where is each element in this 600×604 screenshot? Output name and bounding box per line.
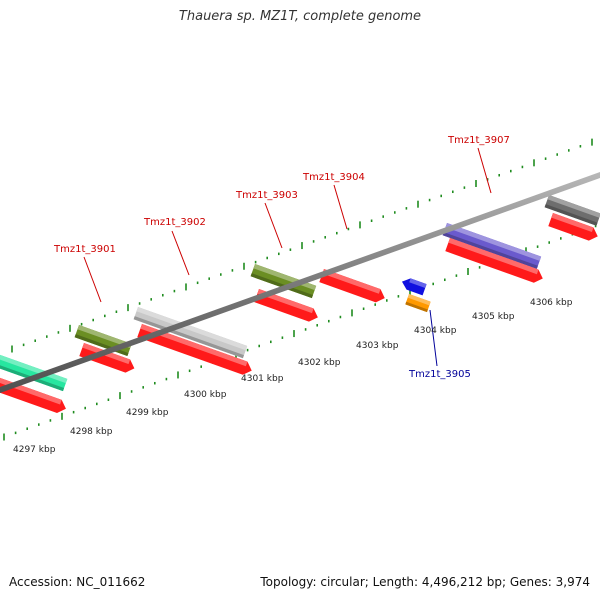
genome-title: Thauera sp. MZ1T, complete genome bbox=[178, 9, 422, 24]
gene-label[interactable]: Tmz1t_3907 bbox=[447, 135, 510, 146]
feature-box-light-gray bbox=[133, 307, 248, 359]
gene-label[interactable]: Tmz1t_3902 bbox=[143, 217, 206, 228]
scale-label: 4302 kbp bbox=[298, 358, 341, 368]
cds-arrow-forward bbox=[319, 269, 385, 303]
feature-box-orange bbox=[405, 294, 431, 313]
genome-summary-text: Topology: circular; Length: 4,496,212 bp… bbox=[260, 575, 590, 589]
scale-label: 4298 kbp bbox=[70, 427, 113, 437]
scale-label: 4297 kbp bbox=[13, 445, 56, 455]
gene-label[interactable]: Tmz1t_3905 bbox=[408, 369, 471, 380]
gene-label-pointer bbox=[264, 202, 283, 249]
gene-label-pointer bbox=[171, 230, 190, 276]
genome-backbone bbox=[0, 172, 600, 393]
cds-arrow-forward bbox=[445, 238, 543, 283]
scale-label: 4300 kbp bbox=[184, 390, 227, 400]
feature-box-light-gray-highlight bbox=[136, 307, 248, 351]
cds-arrow-forward bbox=[137, 324, 252, 375]
feature-box-orange-highlight bbox=[407, 294, 431, 306]
feature-box-dark-gray-highlight bbox=[547, 195, 600, 218]
feature-box-light-gray-shadow bbox=[133, 316, 244, 359]
scale-label: 4301 kbp bbox=[241, 374, 284, 384]
labels: 4297 kbp 4298 kbp 4299 kbp 4300 kbp 4301 kbp… bbox=[13, 135, 573, 455]
feature-box-olive-highlight bbox=[77, 325, 132, 349]
scale-label: 4303 kbp bbox=[356, 341, 399, 351]
cds-arrow-reverse-highlight bbox=[409, 278, 427, 289]
feature-box-purple bbox=[442, 223, 542, 269]
feature-box-dark-gray bbox=[544, 195, 600, 226]
gene-label-pointer bbox=[333, 184, 348, 230]
outer-tick-track bbox=[11, 138, 593, 353]
feature-track bbox=[0, 195, 600, 414]
gene-label[interactable]: Tmz1t_3901 bbox=[53, 244, 116, 255]
backbone-line bbox=[0, 172, 600, 393]
gene-label[interactable]: Tmz1t_3903 bbox=[235, 190, 298, 201]
feature-box-purple-shadow bbox=[442, 232, 538, 269]
cds-arrow-forward-highlight bbox=[0, 375, 62, 405]
scale-label: 4306 kbp bbox=[530, 298, 573, 308]
scale-label: 4304 kbp bbox=[414, 326, 457, 336]
feature-box-orange-shadow bbox=[405, 301, 428, 313]
gene-label-pointer bbox=[83, 256, 102, 303]
cds-arrow-forward-highlight bbox=[322, 269, 381, 294]
cds-arrow-forward-highlight bbox=[551, 213, 594, 233]
feature-box-teal-shadow bbox=[0, 361, 65, 392]
cds-arrow-forward-highlight bbox=[448, 238, 539, 275]
gene-label[interactable]: Tmz1t_3904 bbox=[302, 172, 365, 183]
feature-box-dark-gray-shadow bbox=[544, 204, 598, 226]
gene-label-pointer bbox=[429, 309, 438, 367]
feature-box-olive-shadow bbox=[250, 273, 313, 299]
label-pointers bbox=[83, 147, 492, 367]
feature-box-purple-highlight bbox=[445, 223, 542, 261]
cds-arrow-reverse bbox=[401, 278, 427, 296]
cds-arrow-forward-highlight bbox=[140, 324, 248, 367]
scale-label: 4299 kbp bbox=[126, 408, 169, 418]
scale-label: 4305 kbp bbox=[472, 312, 515, 322]
cds-arrow-forward bbox=[548, 213, 598, 241]
accession-text: Accession: NC_011662 bbox=[9, 575, 146, 589]
gene-label-pointer bbox=[477, 147, 492, 194]
